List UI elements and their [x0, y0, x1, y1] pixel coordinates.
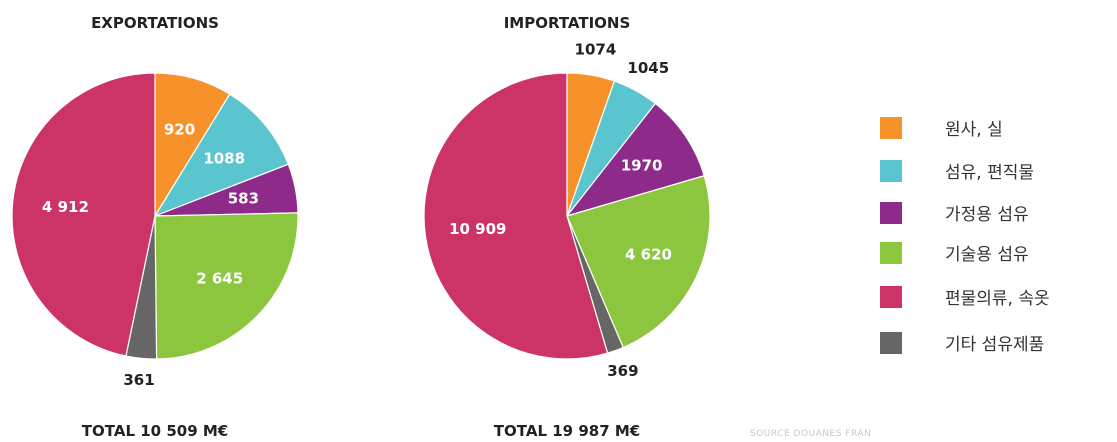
pie-slice — [153, 93, 290, 218]
legend-swatch — [880, 160, 902, 182]
source-note: SOURCE DOUANES FRAN — [750, 429, 871, 439]
slice-value-label: 2 645 — [196, 270, 243, 288]
slice-value-label: 920 — [164, 120, 195, 138]
slice-value-label: 369 — [607, 362, 638, 380]
legend-label: 원사, 실 — [945, 120, 1003, 140]
slice-value-label: 361 — [123, 371, 154, 389]
exports-total-label: TOTAL 10 509 M€ — [82, 422, 228, 440]
legend-label: 편물의류, 속옷 — [945, 289, 1050, 309]
pie-slice — [566, 174, 711, 349]
legend-swatch — [880, 332, 902, 354]
slice-value-label: 1970 — [621, 157, 663, 175]
exports-pie: 920 1088 583 2 645 361 4 912 — [11, 72, 299, 389]
slice-value-label: 1045 — [627, 59, 669, 77]
pie-slice — [423, 72, 609, 360]
slice-value-label: 10 909 — [449, 220, 506, 238]
legend-swatch — [880, 286, 902, 308]
imports-chart-title: IMPORTATIONS — [504, 14, 631, 32]
legend-swatch — [880, 202, 902, 224]
slice-value-label: 583 — [228, 190, 259, 208]
pie-slice — [565, 102, 705, 218]
legend-label: 기타 섬유제품 — [945, 335, 1044, 355]
imports-pie: 1074 1045 1970 4 620 369 10 909 — [423, 40, 711, 380]
legend-swatch — [880, 242, 902, 264]
exports-chart-title: EXPORTATIONS — [91, 14, 219, 32]
slice-value-label: 1074 — [575, 40, 617, 58]
legend-label: 섬유, 편직물 — [945, 163, 1034, 183]
legend-label: 가정용 섬유 — [945, 205, 1029, 225]
legend-label: 기술용 섬유 — [945, 245, 1029, 265]
slice-value-label: 1088 — [203, 149, 245, 167]
imports-total-label: TOTAL 19 987 M€ — [494, 422, 640, 440]
slice-value-label: 4 912 — [42, 198, 89, 216]
pie-slice — [154, 212, 299, 360]
pie-slice — [11, 72, 156, 357]
legend-swatch — [880, 117, 902, 139]
slice-value-label: 4 620 — [625, 245, 672, 263]
